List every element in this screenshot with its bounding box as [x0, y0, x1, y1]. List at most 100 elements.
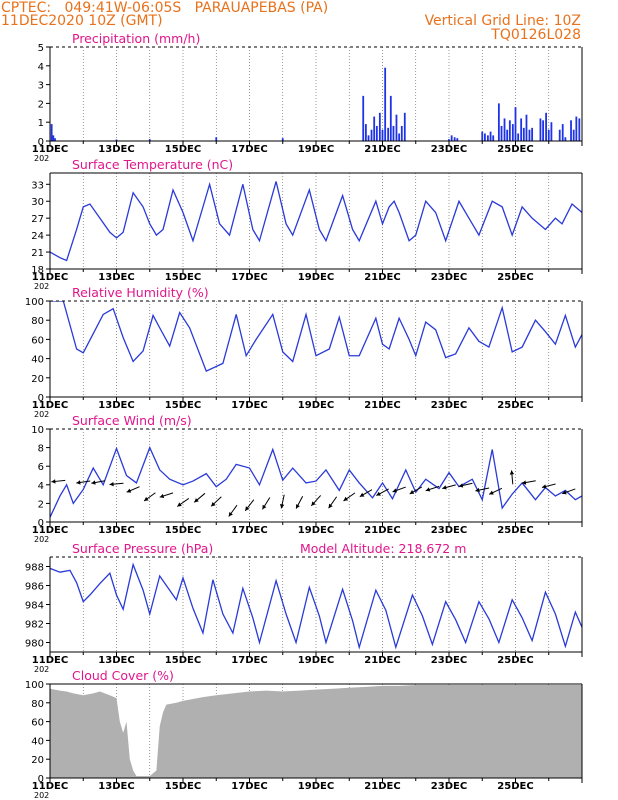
x-tick-label: 19DEC [298, 272, 334, 283]
x-tick-label: 17DEC [231, 525, 267, 536]
precip-bar [400, 125, 403, 141]
y-tick-label: 0 [38, 137, 44, 148]
x-tick-label: 13DEC [98, 144, 134, 155]
model-code: TQ0126L028 [491, 27, 581, 43]
x-tick-label: 21DEC [364, 655, 400, 666]
precip-bar [362, 95, 365, 141]
y-tick-label: 982 [25, 620, 44, 631]
x-tick-label: 25DEC [497, 655, 533, 666]
y-tick-label: 4 [38, 481, 44, 492]
y-tick-label: 10 [31, 425, 44, 436]
precip-bar [52, 135, 55, 141]
wind-arrow [310, 495, 322, 507]
x-tick-label: 19DEC [298, 781, 334, 792]
y-tick-label: 20 [31, 755, 44, 766]
temp-series-line [50, 181, 582, 262]
precip-bar [531, 127, 534, 141]
x-tick-label: 17DEC [231, 781, 267, 792]
precip-bar [392, 125, 395, 141]
x-tick-label: 19DEC [298, 525, 334, 536]
y-tick-label: 80 [31, 316, 44, 327]
x-tick-label: 13DEC [98, 400, 134, 411]
x-tick-label: 25DEC [497, 525, 533, 536]
precip-bar [508, 120, 511, 141]
precip-bar [370, 129, 373, 141]
precip-bar [54, 138, 56, 141]
x-tick-label: 13DEC [98, 655, 134, 666]
y-tick-label: 60 [31, 335, 44, 346]
precip-bar [558, 129, 561, 141]
wind-arrow [143, 492, 156, 502]
date-header: 11DEC2020 10Z (GMT) [1, 13, 163, 29]
y-tick-label: 1 [38, 118, 44, 129]
x-tick-label: 19DEC [298, 400, 334, 411]
precip-bar [215, 137, 218, 141]
x-tick-label: 13DEC [98, 525, 134, 536]
wind-arrow [244, 499, 255, 512]
precip-bar [500, 125, 503, 141]
panel-title: Precipitation (mm/h) [72, 31, 200, 46]
wind-arrow [126, 486, 140, 493]
x-tick-label: 23DEC [431, 781, 467, 792]
wind-arrow [193, 492, 206, 503]
x-tick-label: 11DEC [32, 655, 68, 666]
wind-arrow [176, 498, 190, 507]
wind-arrow [475, 487, 490, 493]
precip-bar [115, 139, 118, 141]
y-tick-label: 4 [38, 62, 44, 73]
precip-bar [384, 67, 387, 141]
panel-title: Cloud Cover (%) [72, 668, 174, 683]
precip-bar [564, 137, 567, 141]
precip-bar [378, 112, 381, 141]
x-tick-label: 25DEC [497, 781, 533, 792]
precip-bar [511, 124, 514, 141]
precip-bar [387, 127, 390, 141]
x-tick-label: 15DEC [165, 272, 201, 283]
precip-bar [547, 129, 550, 141]
y-tick-label: 24 [31, 231, 44, 242]
y-tick-label: 80 [31, 699, 44, 710]
x-tick-label: 19DEC [298, 144, 334, 155]
cloud-cover-area [50, 684, 582, 778]
y-tick-label: 33 [31, 180, 44, 191]
wind-arrow [376, 488, 389, 496]
x-tick-label: 25DEC [497, 400, 533, 411]
y-tick-label: 980 [25, 639, 44, 650]
y-tick-label: 30 [31, 197, 44, 208]
x-year-label: 202 [34, 535, 49, 544]
y-tick-label: 6 [38, 462, 44, 473]
precip-bar [492, 135, 495, 141]
precip-bar [497, 103, 500, 141]
precip-bar [484, 133, 486, 141]
pressure-series-line [50, 562, 582, 650]
wind-arrow [458, 482, 473, 488]
precip-bar [453, 137, 456, 141]
precip-bar [514, 107, 517, 141]
precip-bar [364, 124, 367, 141]
x-tick-label: 11DEC [32, 400, 68, 411]
station-header: CPTEC: 049:41W-06:05S PARAUAPEBAS (PA) [1, 0, 329, 16]
x-year-label: 202 [34, 154, 49, 163]
x-tick-label: 11DEC [32, 272, 68, 283]
precip-bar [539, 118, 542, 141]
precip-bar [517, 133, 520, 141]
rh-series-line [50, 301, 582, 372]
x-tick-label: 25DEC [497, 144, 533, 155]
precip-bar [403, 112, 406, 141]
x-year-label: 202 [34, 665, 49, 674]
x-tick-label: 13DEC [98, 781, 134, 792]
wind-arrow [359, 489, 373, 498]
x-tick-label: 21DEC [364, 144, 400, 155]
x-tick-label: 11DEC [32, 781, 68, 792]
precip-bar [50, 124, 53, 141]
wind-arrow [561, 488, 576, 495]
x-year-label: 202 [34, 410, 49, 419]
wind-arrow [509, 470, 515, 485]
y-tick-label: 21 [31, 248, 44, 259]
wind-arrow [409, 486, 423, 495]
precip-bar [575, 116, 578, 141]
x-tick-label: 15DEC [165, 655, 201, 666]
wind-arrow [159, 492, 174, 499]
panel-subtitle: Model Altitude: 218.672 m [300, 541, 466, 556]
